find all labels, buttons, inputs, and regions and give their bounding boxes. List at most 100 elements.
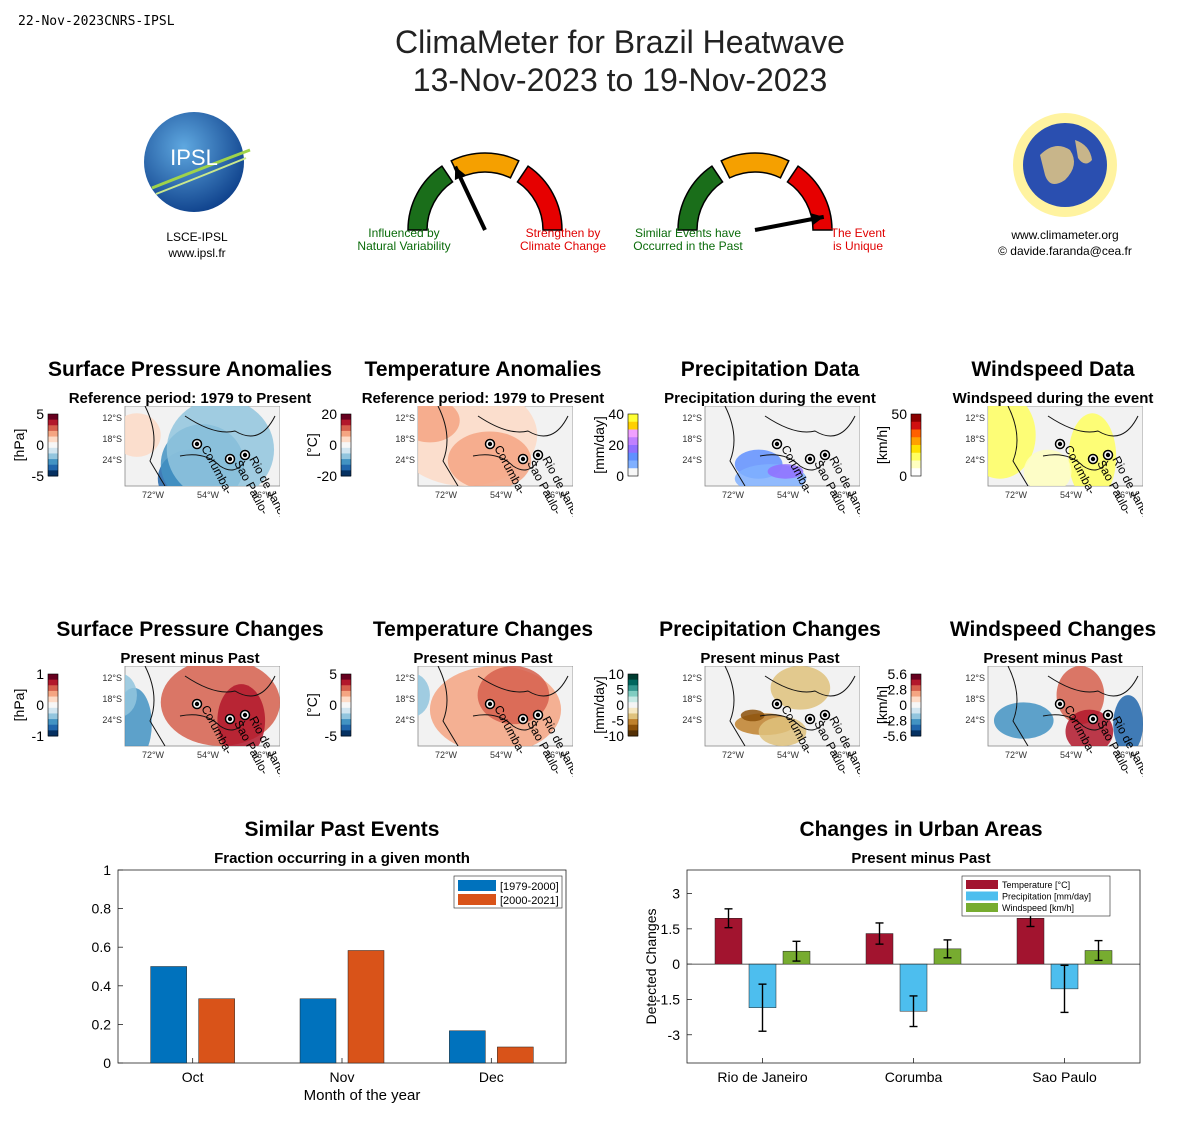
city-marker-dot	[807, 456, 813, 462]
lon-tick: 54°W	[490, 490, 513, 500]
gauge-2-left-label-1: Similar Events have	[635, 226, 741, 240]
city-marker-dot	[487, 701, 493, 707]
lat-tick: 18°S	[102, 694, 122, 704]
colorbar-swatch	[911, 679, 921, 686]
city-marker-dot	[535, 452, 541, 458]
colorbar-swatch	[628, 421, 638, 430]
x-tick-label: Corumba	[885, 1069, 943, 1085]
lon-tick: 72°W	[435, 490, 458, 500]
map-field	[418, 406, 569, 486]
map-anomaly-blob	[477, 666, 550, 725]
lon-tick: 72°W	[722, 750, 745, 760]
bar	[497, 1046, 534, 1064]
gauge-1-left-label-1: Influenced by	[368, 226, 439, 240]
map-title: Precipitation Data	[680, 358, 860, 381]
gauge-1-right-label-2: Climate Change	[520, 239, 606, 253]
colorbar-swatch	[341, 425, 351, 432]
map-field	[988, 406, 1139, 486]
similar-events-title: Similar Past Events	[244, 818, 440, 841]
colorbar-tick: 0	[36, 437, 44, 453]
lat-tick: 12°S	[102, 673, 122, 683]
lon-tick: 36°W	[545, 490, 568, 500]
city-marker-dot	[520, 716, 526, 722]
colorbar-frame	[340, 413, 352, 477]
x-tick-label: Nov	[330, 1069, 355, 1085]
y-tick-label: 0	[672, 956, 680, 972]
colorbar-swatch	[628, 707, 638, 714]
gauges-svg: Influenced by Natural Variability Streng…	[357, 152, 886, 253]
colorbar-frame	[627, 673, 639, 737]
city-marker-dot	[1057, 441, 1063, 447]
colorbar-swatch	[48, 719, 58, 726]
map-title: Windspeed Data	[971, 358, 1135, 381]
colorbar-swatch	[48, 419, 58, 426]
lat-tick: 18°S	[682, 434, 702, 444]
map-subtitle: Reference period: 1979 to Present	[361, 390, 605, 407]
lon-tick: 54°W	[777, 490, 800, 500]
colorbar-tick: -5	[612, 713, 625, 729]
lat-tick: 12°S	[395, 673, 415, 683]
colorbar-tick: 5	[616, 682, 624, 698]
colorbar-tick: 20	[321, 406, 337, 422]
legend-entry: Temperature [°C]	[1002, 880, 1070, 890]
colorbar-swatch	[341, 713, 351, 720]
colorbar-swatch	[341, 470, 351, 477]
colorbar-tick: -1	[32, 728, 45, 744]
lon-tick: 54°W	[490, 750, 513, 760]
lat-tick: 24°S	[395, 455, 415, 465]
city-marker-dot	[1105, 452, 1111, 458]
colorbar-tick: 0	[36, 697, 44, 713]
map-borders	[1007, 406, 1139, 486]
colorbar-swatch	[48, 425, 58, 432]
similar-events-subtitle: Fraction occurring in a given month	[214, 850, 470, 867]
colorbar-swatch	[48, 414, 58, 421]
lon-tick: 36°W	[545, 750, 568, 760]
colorbar-tick: 0	[899, 697, 907, 713]
city-marker-dot	[535, 712, 541, 718]
map-anomaly-blob	[767, 464, 804, 479]
colorbar-tick: 5.6	[888, 666, 908, 682]
urban-changes-subtitle: Present minus Past	[851, 850, 991, 867]
y-tick-label: 1	[103, 862, 111, 878]
city-marker-dot	[1105, 712, 1111, 718]
lon-tick: 72°W	[1005, 490, 1028, 500]
lon-tick: 72°W	[142, 490, 165, 500]
colorbar-swatch	[341, 442, 351, 449]
city-marker-dot	[242, 452, 248, 458]
colorbar-swatch	[911, 707, 921, 714]
map-anomaly-blob	[1056, 666, 1105, 725]
colorbar-swatch	[911, 730, 921, 737]
map-subtitle: Present minus Past	[700, 650, 840, 667]
colorbar-swatch	[628, 452, 638, 461]
colorbar-swatch	[911, 674, 921, 681]
bar	[150, 966, 187, 1064]
map-anomaly-blob	[447, 431, 532, 486]
x-tick-label: Rio de Janeiro	[717, 1069, 807, 1085]
colorbar-swatch	[911, 724, 921, 731]
climameter-url: www.climameter.org	[1011, 228, 1119, 242]
lat-tick: 24°S	[395, 715, 415, 725]
lon-tick: 54°W	[777, 750, 800, 760]
colorbar-swatch	[341, 674, 351, 681]
legend-swatch	[458, 894, 496, 905]
y-tick-label: 1.5	[661, 921, 681, 937]
map-panel: 200-20[°C]12°S18°S24°S72°W 54°W 36°WCorumb…	[304, 406, 573, 532]
y-tick-label: -3	[668, 1027, 681, 1043]
colorbar-tick: -20	[317, 468, 337, 484]
page-title-line-1: ClimaMeter for Brazil Heatwave	[395, 24, 845, 60]
lat-tick: 24°S	[102, 455, 122, 465]
lat-tick: 18°S	[395, 694, 415, 704]
colorbar-swatch	[48, 707, 58, 714]
lat-tick: 24°S	[102, 715, 122, 725]
lat-tick: 18°S	[965, 694, 985, 704]
colorbar-swatch	[48, 459, 58, 466]
colorbar-tick: 5	[329, 666, 337, 682]
colorbar-swatch	[48, 442, 58, 449]
map-title: Surface Pressure Anomalies	[47, 358, 333, 381]
ipsl-url: www.ipsl.fr	[168, 246, 226, 260]
colorbar-swatch	[911, 468, 921, 477]
lon-tick: 36°W	[252, 490, 275, 500]
y-axis-label: Detected Changes	[643, 909, 659, 1025]
urban-changes-title: Changes in Urban Areas	[799, 818, 1043, 841]
city-marker-dot	[822, 452, 828, 458]
